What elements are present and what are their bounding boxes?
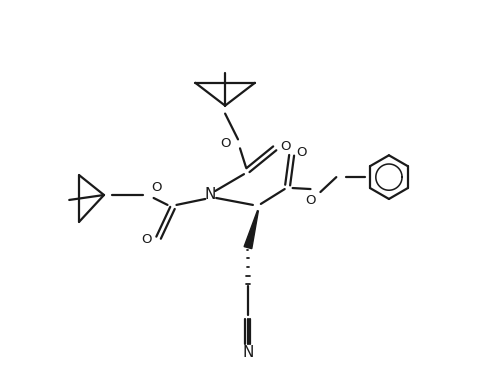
Text: O: O xyxy=(141,233,152,246)
Polygon shape xyxy=(244,211,258,249)
Text: O: O xyxy=(305,194,316,207)
Text: O: O xyxy=(281,140,291,153)
Text: O: O xyxy=(151,180,162,194)
Text: O: O xyxy=(297,146,307,159)
Text: O: O xyxy=(221,137,231,150)
Text: N: N xyxy=(204,187,216,203)
Text: N: N xyxy=(242,345,253,360)
